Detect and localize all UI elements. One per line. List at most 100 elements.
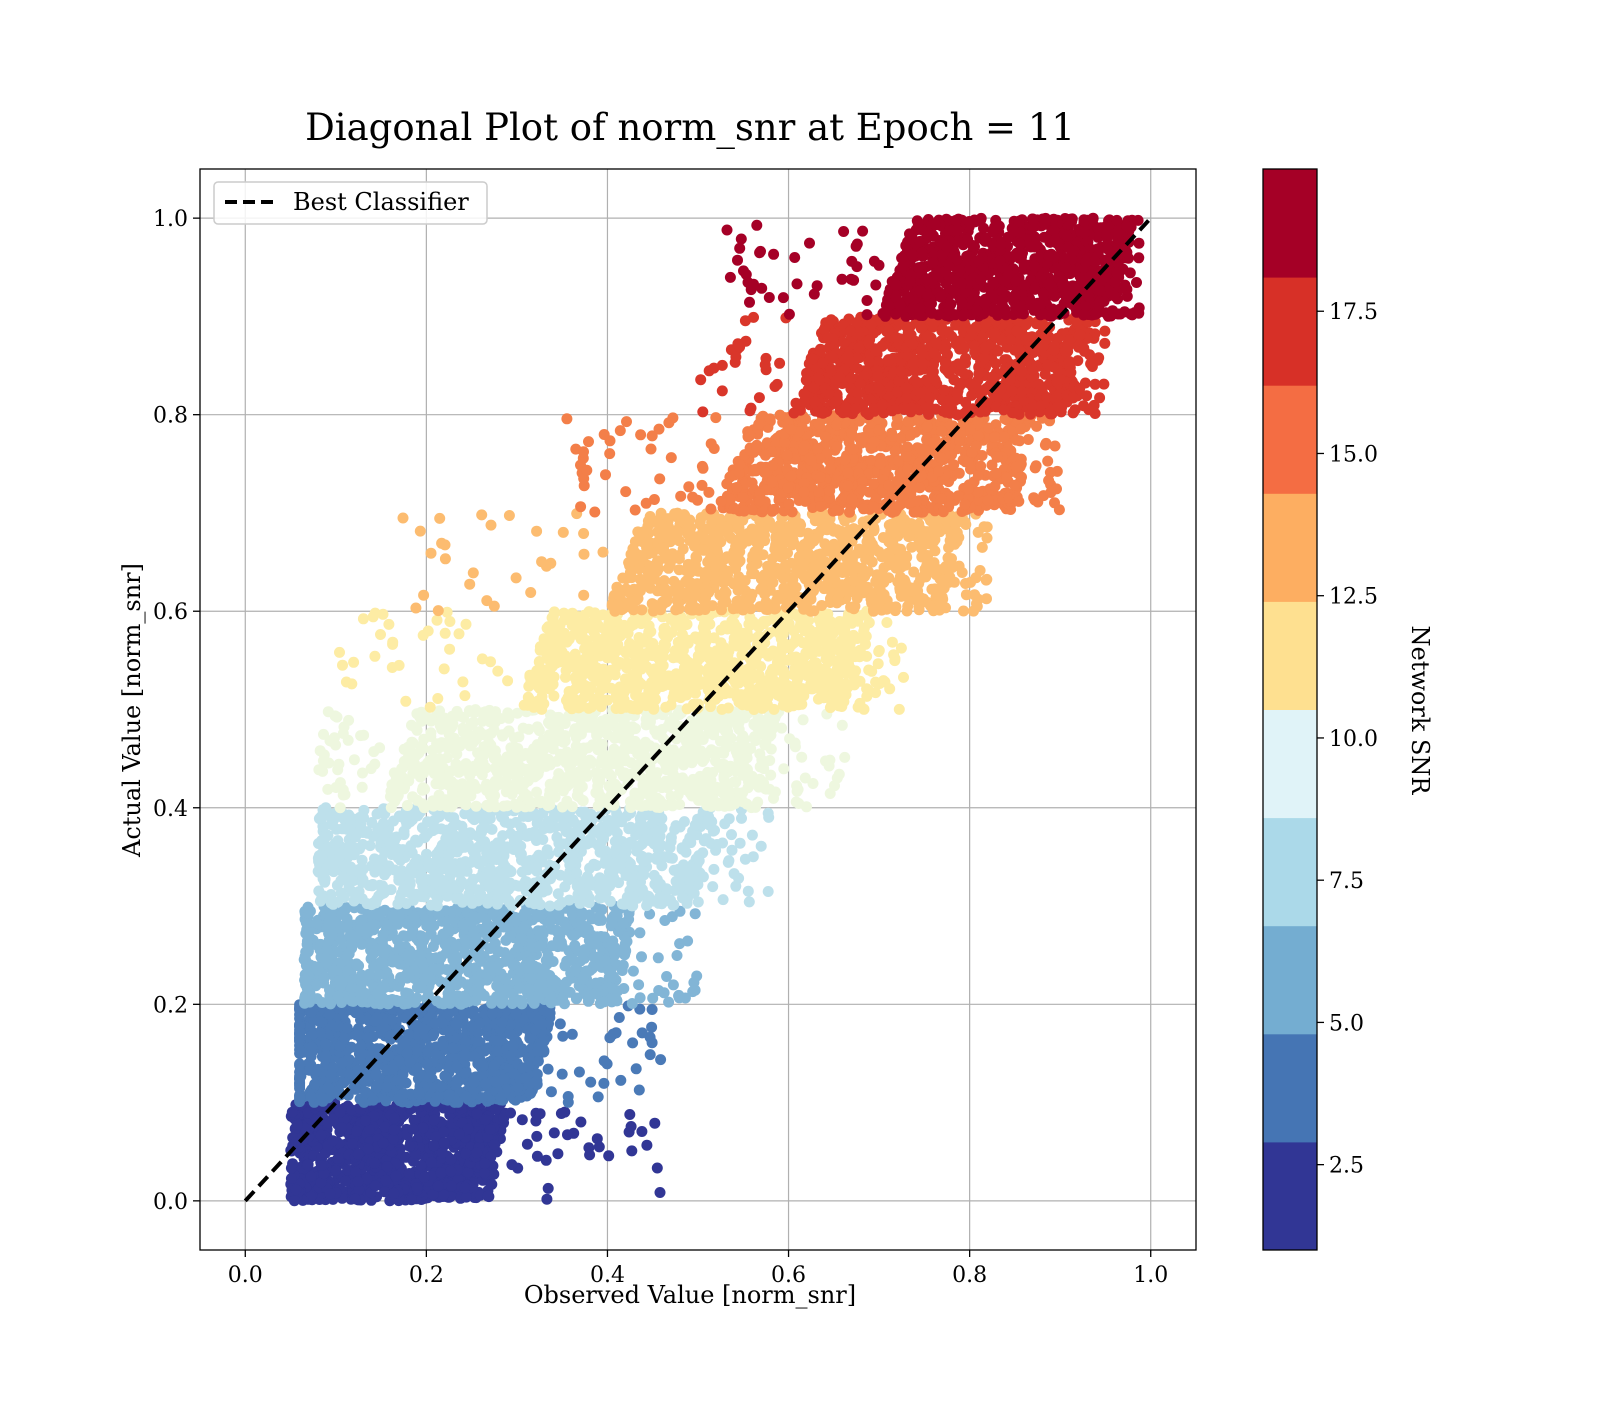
scatter-point [653, 985, 664, 996]
scatter-point [500, 817, 511, 828]
scatter-point [318, 729, 329, 740]
scatter-point [486, 784, 497, 795]
scatter-point [404, 1168, 415, 1179]
scatter-point [468, 783, 479, 794]
scatter-point [750, 779, 761, 790]
scatter-point [718, 894, 729, 905]
scatter-point [434, 964, 445, 975]
scatter-point [636, 1126, 647, 1137]
scatter-point [399, 826, 410, 837]
scatter-point [468, 925, 479, 936]
scatter-point [534, 940, 545, 951]
scatter-point [363, 1143, 374, 1154]
scatter-point [543, 1064, 554, 1075]
scatter-point [511, 783, 522, 794]
scatter-point [320, 1038, 331, 1049]
scatter-point [418, 1024, 429, 1035]
scatter-point [294, 1044, 305, 1055]
scatter-point [329, 965, 340, 976]
chart-title: Diagonal Plot of norm_snr at Epoch = 11 [305, 106, 1075, 150]
scatter-point [575, 1117, 586, 1128]
scatter-point [690, 908, 701, 919]
scatter-point [355, 1014, 366, 1025]
scatter-point [438, 998, 449, 1009]
scatter-point [627, 880, 638, 891]
scatter-point [431, 855, 442, 866]
scatter-point [435, 1081, 446, 1092]
scatter-point [445, 1166, 456, 1177]
scatter-point [436, 1167, 447, 1178]
scatter-point [533, 992, 544, 1003]
scatter-point [372, 988, 383, 999]
scatter-point [796, 752, 807, 763]
scatter-point [541, 1194, 552, 1205]
scatter-point [599, 1055, 610, 1066]
scatter-point [458, 830, 469, 841]
scatter-point [589, 718, 600, 729]
scatter-point [431, 935, 442, 946]
scatter-point [418, 1122, 429, 1133]
scatter-point [529, 898, 540, 909]
scatter-point [352, 828, 363, 839]
scatter-point [626, 1145, 637, 1156]
scatter-point [557, 1069, 568, 1080]
scatter-point [294, 1073, 305, 1084]
scatter-point [511, 817, 522, 828]
scatter-point [306, 1007, 317, 1018]
scatter-point [747, 830, 758, 841]
scatter-point [547, 940, 558, 951]
scatter-point [510, 743, 521, 754]
scatter-point [377, 943, 388, 954]
scatter-point [395, 870, 406, 881]
scatter-point [408, 895, 419, 906]
scatter-point [479, 1168, 490, 1179]
scatter-point [313, 838, 324, 849]
scatter-point [407, 1124, 418, 1135]
scatter-point [313, 856, 324, 867]
scatter-point [555, 782, 566, 793]
scatter-point [458, 919, 469, 930]
scatter-point [319, 867, 330, 878]
scatter-point [730, 881, 741, 892]
scatter-point [537, 1019, 548, 1030]
scatter-point [430, 1096, 441, 1107]
scatter-point [743, 886, 754, 897]
scatter-point [454, 1129, 465, 1140]
scatter-point [683, 867, 694, 878]
scatter-point [659, 915, 670, 926]
scatter-point [419, 891, 430, 902]
scatter-point [402, 998, 413, 1009]
scatter-point [635, 840, 646, 851]
scatter-point [331, 782, 342, 793]
scatter-point [522, 1139, 533, 1150]
scatter-point [607, 983, 618, 994]
scatter-point [314, 1016, 325, 1027]
scatter-point [340, 1176, 351, 1187]
scatter-point [346, 939, 357, 950]
scatter-point [666, 836, 677, 847]
scatter-point [598, 1078, 609, 1089]
scatter-point [505, 1108, 516, 1119]
scatter-point [514, 983, 525, 994]
scatter-point [531, 1075, 542, 1086]
scatter-point [552, 1148, 563, 1159]
scatter-point [486, 1179, 497, 1190]
scatter-point [369, 759, 380, 770]
scatter-point [602, 855, 613, 866]
scatter-point [626, 1121, 637, 1132]
scatter-point [705, 838, 716, 849]
scatter-point [548, 732, 559, 743]
scatter-point [652, 874, 663, 885]
scatter-point [572, 790, 583, 801]
scatter-point [594, 1141, 605, 1152]
scatter-point [740, 854, 751, 865]
scatter-point [557, 941, 568, 952]
scatter-point [511, 1009, 522, 1020]
scatter-point [641, 1140, 652, 1151]
scatter-point [674, 799, 685, 810]
scatter-point [447, 719, 458, 730]
scatter-point [598, 892, 609, 903]
scatter-point [467, 898, 478, 909]
scatter-point [358, 730, 369, 741]
